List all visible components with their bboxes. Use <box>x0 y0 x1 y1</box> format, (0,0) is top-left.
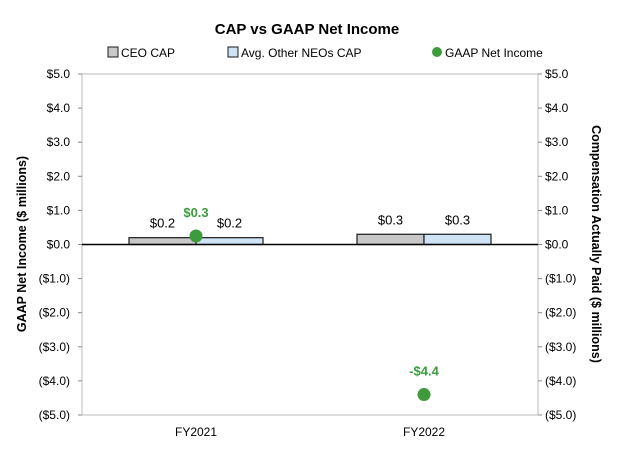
right-tick-label: ($1.0) <box>545 272 576 286</box>
legend-marker <box>432 47 442 57</box>
legend-label: GAAP Net Income <box>445 46 543 60</box>
category-labels: FY2021 FY2022 <box>175 425 445 439</box>
left-tick-label: $2.0 <box>47 169 71 183</box>
legend: CEO CAP Avg. Other NEOs CAP GAAP Net Incom… <box>107 46 543 60</box>
left-tick-label: $0.0 <box>47 238 71 252</box>
left-tick-label: ($2.0) <box>39 306 70 320</box>
left-tick-label: ($4.0) <box>39 374 70 388</box>
left-axis-ticks: $5.0 $4.0 $3.0 $2.0 $1.0 $0.0 ($1.0) ($2.0) ($3.… <box>39 67 82 422</box>
left-tick-label: $3.0 <box>47 135 71 149</box>
bar <box>423 233 492 246</box>
left-tick-label: ($1.0) <box>39 272 70 286</box>
net-income-point <box>189 229 203 243</box>
right-tick-label: ($3.0) <box>545 340 576 354</box>
legend-swatch <box>227 46 239 58</box>
net-income-label: -$4.4 <box>409 364 439 379</box>
net-income-point <box>417 388 431 402</box>
bar <box>356 233 425 246</box>
bar-value-label: $0.3 <box>378 212 403 227</box>
net-income-points: $0.3 -$4.4 <box>183 205 440 402</box>
right-axis-ticks: $5.0 $4.0 $3.0 $2.0 $1.0 $0.0 ($1.0) ($2.0) ($3.… <box>538 67 576 422</box>
category-label: FY2021 <box>175 425 217 439</box>
legend-label: CEO CAP <box>121 46 175 60</box>
right-tick-label: $1.0 <box>545 203 569 217</box>
right-tick-label: ($4.0) <box>545 374 576 388</box>
bar-value-label: $0.2 <box>217 216 242 231</box>
right-tick-label: $0.0 <box>545 238 569 252</box>
bar <box>128 237 197 246</box>
legend-label: Avg. Other NEOs CAP <box>241 46 362 60</box>
left-tick-label: ($5.0) <box>39 408 70 422</box>
bar-value-label: $0.3 <box>445 212 470 227</box>
right-axis-title: Compensation Actually Paid ($ millions) <box>589 125 603 363</box>
left-axis-title: GAAP Net Income ($ millions) <box>15 156 29 332</box>
right-tick-label: $4.0 <box>545 101 569 115</box>
category-label: FY2022 <box>403 425 445 439</box>
right-tick-label: ($2.0) <box>545 306 576 320</box>
left-tick-label: ($3.0) <box>39 340 70 354</box>
right-tick-label: ($5.0) <box>545 408 576 422</box>
bar-value-label: $0.2 <box>150 216 175 231</box>
left-tick-label: $5.0 <box>47 67 71 81</box>
right-tick-label: $2.0 <box>545 169 569 183</box>
chart-title: CAP vs GAAP Net Income <box>215 21 400 38</box>
net-income-label: $0.3 <box>183 205 208 220</box>
left-tick-label: $4.0 <box>47 101 71 115</box>
right-tick-label: $5.0 <box>545 67 569 81</box>
right-tick-label: $3.0 <box>545 135 569 149</box>
left-tick-label: $1.0 <box>47 203 71 217</box>
bar <box>195 237 264 246</box>
legend-swatch <box>107 46 119 58</box>
